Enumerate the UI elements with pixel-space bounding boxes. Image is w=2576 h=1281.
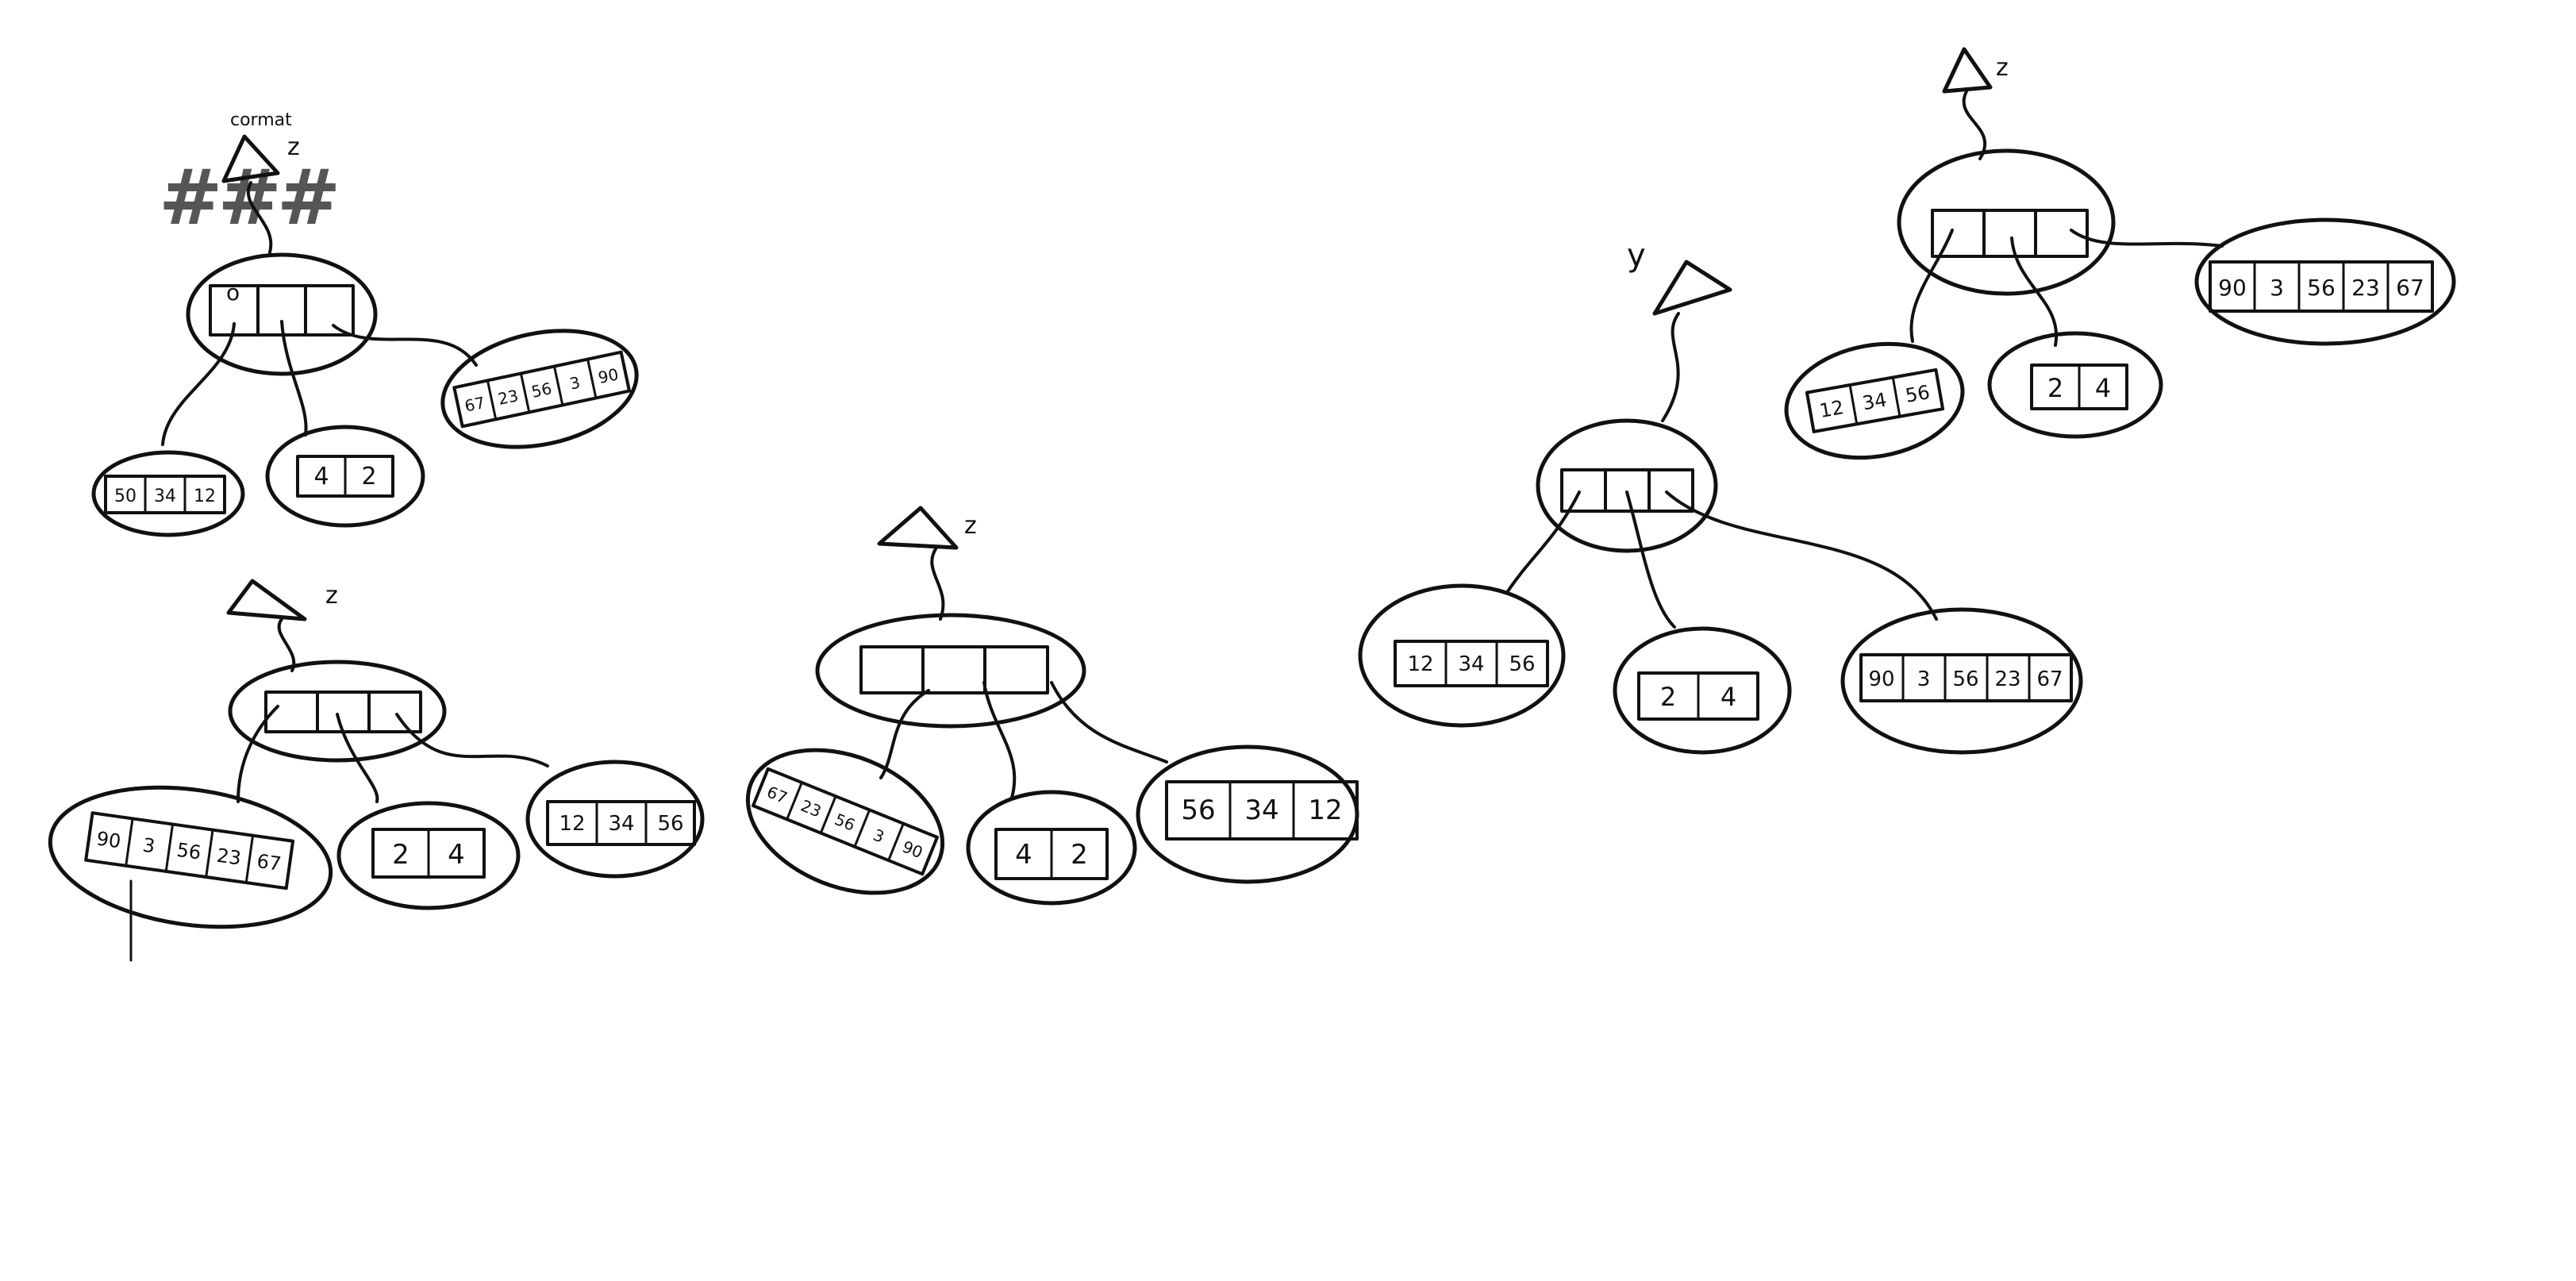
leaf-node: 12 34 56 — [525, 760, 705, 879]
leaf-node: 4 2 — [265, 425, 425, 528]
leaf-value: 34 — [1244, 794, 1278, 826]
leaf-value: 4 — [1015, 839, 1032, 871]
internal-node — [1536, 418, 1718, 553]
leaf-value: 12 — [559, 812, 585, 836]
leaf-value: 12 — [1407, 652, 1433, 676]
leaf-value: 56 — [529, 379, 553, 402]
internal-node: o — [186, 252, 378, 376]
internal-node — [815, 613, 1086, 729]
tree-top-right: z 12 34 56 2 4 — [1784, 47, 2456, 460]
leaf-value: 23 — [798, 796, 825, 821]
leaf-node: 67 23 56 3 90 — [440, 329, 639, 449]
leaf-value: 90 — [2218, 275, 2247, 301]
leaf-value: 12 — [1818, 396, 1846, 422]
root-label: z — [964, 512, 977, 540]
leaf-value: 90 — [95, 827, 122, 852]
internal-node — [1897, 148, 2116, 296]
tree-middle-right: y 12 34 56 2 4 — [1358, 237, 2083, 755]
leaf-value: 56 — [1509, 652, 1535, 676]
leaf-value: 12 — [1308, 794, 1342, 826]
leaf-value: 2 — [1660, 682, 1676, 712]
leaf-value: 56 — [832, 810, 858, 835]
leaf-value: 56 — [175, 839, 202, 864]
leaf-value: 34 — [608, 812, 634, 836]
tree-top-left: z o 50 34 12 4 2 — [91, 133, 639, 537]
root-label: y — [1627, 237, 1646, 274]
leaf-node: 90 3 56 23 67 — [48, 785, 333, 929]
leaf-value: 2 — [2047, 373, 2063, 403]
leaf-value: 90 — [900, 837, 926, 862]
leaf-value: 3 — [1917, 667, 1931, 691]
leaf-value: 34 — [1458, 652, 1484, 676]
leaf-node: 4 2 — [966, 790, 1137, 906]
leaf-value: 23 — [215, 844, 242, 870]
leaf-value: 56 — [1181, 794, 1215, 826]
leaf-node: 67 23 56 3 90 — [745, 748, 945, 895]
leaf-value: 2 — [1071, 839, 1088, 871]
leaf-value: 23 — [496, 386, 520, 409]
root-label: z — [1996, 54, 2009, 82]
leaf-value: 12 — [194, 487, 216, 506]
internal-node — [228, 660, 447, 763]
leaf-value: 3 — [871, 825, 887, 847]
leaf-value: 67 — [2036, 667, 2063, 691]
root-triangle-icon: z — [877, 506, 977, 550]
leaf-value: 67 — [256, 850, 283, 875]
leaf-value: 67 — [463, 393, 486, 416]
root-label: z — [325, 582, 338, 610]
root-triangle-icon: z — [226, 579, 338, 621]
leaf-value: 3 — [568, 373, 582, 394]
leaf-value: 2 — [392, 839, 409, 871]
leaf-node: 2 4 — [1987, 331, 2163, 439]
leaf-node: 12 34 56 — [1358, 583, 1566, 728]
leaf-value: 3 — [141, 834, 156, 858]
leaf-value: 34 — [1861, 389, 1889, 415]
leaf-value: 56 — [2307, 275, 2336, 301]
leaf-value: 4 — [448, 839, 465, 871]
leaf-node: 12 34 56 — [1784, 341, 1965, 460]
leaf-value: 4 — [1721, 682, 1736, 712]
leaf-node: 2 4 — [336, 801, 521, 910]
leaf-value: 4 — [2095, 373, 2111, 403]
leaf-value: 67 — [764, 783, 790, 808]
hash-mark: ### — [159, 153, 336, 242]
leaf-node: 90 3 56 23 67 — [2194, 217, 2456, 346]
cormat-label: cormat — [230, 110, 292, 130]
leaf-value: 34 — [154, 487, 176, 506]
leaf-node: 56 34 12 — [1136, 744, 1359, 884]
leaf-value: 56 — [1952, 667, 1978, 691]
leaf-value: 2 — [361, 463, 376, 490]
leaf-value: 90 — [597, 364, 621, 387]
leaf-value: 23 — [1994, 667, 2020, 691]
root-triangle-icon: y — [1627, 237, 1732, 316]
tree-bottom-left: z 90 3 56 23 67 — [48, 579, 705, 962]
node-slot: o — [226, 279, 240, 306]
leaf-node: 2 4 — [1613, 626, 1792, 755]
leaf-value: 4 — [313, 463, 329, 490]
root-triangle-icon: z — [221, 133, 300, 183]
leaf-value: 23 — [2351, 275, 2380, 301]
tree-middle: z 67 23 56 3 90 — [745, 506, 1359, 906]
leaf-value: 67 — [2396, 275, 2424, 301]
root-triangle-icon: z — [1942, 47, 2009, 94]
leaf-value: 56 — [1904, 381, 1932, 407]
leaf-value: 50 — [114, 487, 136, 506]
leaf-node: 50 34 12 — [91, 450, 245, 537]
leaf-value: 56 — [657, 812, 683, 836]
leaf-node: 90 3 56 23 67 — [1840, 607, 2083, 755]
leaf-value: 90 — [1868, 667, 1894, 691]
leaf-value: 3 — [2270, 275, 2284, 301]
root-label: z — [287, 133, 300, 161]
